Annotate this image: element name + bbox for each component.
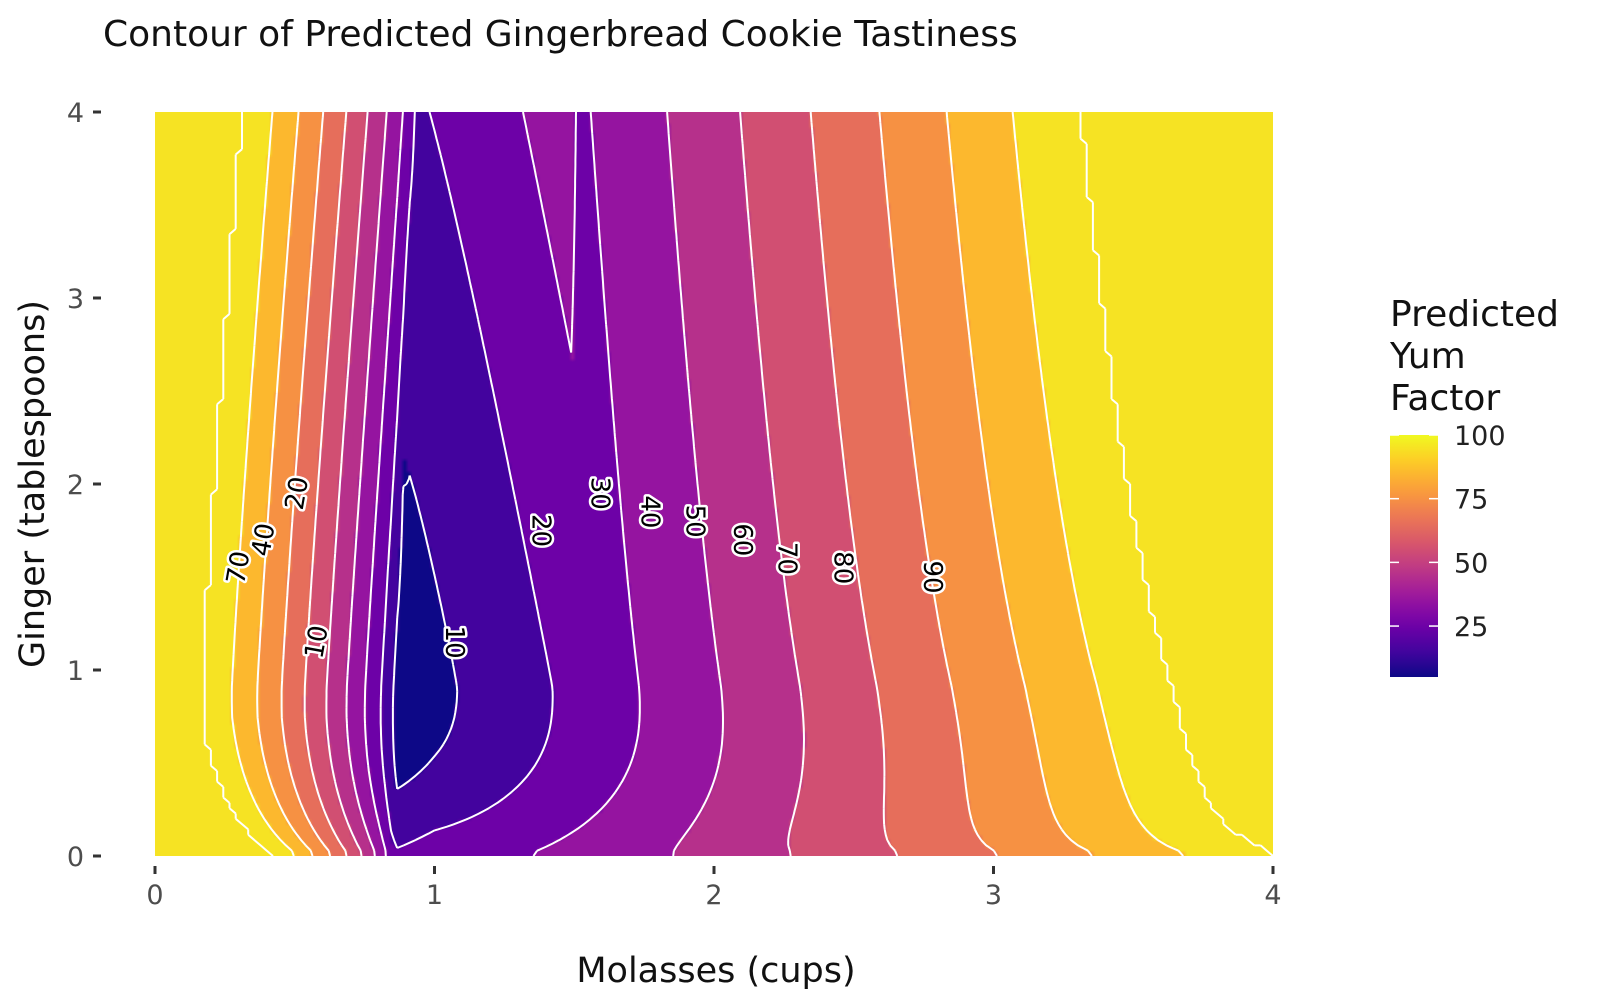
contour-label: 30 — [584, 477, 614, 510]
legend-label: 25 — [1454, 612, 1488, 643]
contour-label: 60 — [727, 523, 757, 556]
contour-line-80 — [256, 112, 1093, 856]
contour-label: 70 — [772, 542, 802, 575]
y-tick-label: 3 — [67, 284, 84, 315]
y-tick-label: 0 — [67, 842, 84, 873]
legend-colorbar — [1390, 435, 1438, 677]
x-tick-label: 4 — [1264, 880, 1281, 911]
contour-label: 10 — [439, 626, 469, 659]
contour-line-30 — [363, 112, 641, 856]
contour-label: 80 — [828, 551, 858, 584]
y-axis-title: Ginger (tablespoons) — [13, 300, 53, 668]
contour-line-10 — [391, 475, 459, 790]
contour-label: 40 — [635, 495, 665, 528]
contour-lines — [203, 112, 1273, 856]
x-tick-label: 3 — [985, 880, 1002, 911]
contour-label: 20 — [280, 474, 315, 512]
contour-label: 70 — [221, 549, 256, 587]
x-axis-title: Molasses (cups) — [576, 951, 855, 991]
y-axis: 0 1 2 3 4 — [67, 98, 101, 873]
chart-title: Contour of Predicted Gingerbread Cookie … — [103, 14, 1018, 55]
contour-fill — [155, 112, 1273, 856]
x-tick-label: 1 — [426, 880, 443, 911]
contour-line-90 — [230, 112, 1184, 856]
contour-line-100 — [203, 112, 1273, 856]
contour-label: 90 — [917, 560, 947, 593]
contour-label: 10 — [299, 623, 334, 661]
legend-title-line-2: Yum — [1389, 336, 1466, 377]
contour-label: 50 — [679, 505, 709, 538]
x-tick-label: 0 — [146, 880, 163, 911]
legend-label: 75 — [1454, 485, 1488, 516]
y-tick-label: 2 — [67, 470, 84, 501]
contour-labels: 10 10 20 20 30 40 40 50 60 70 70 80 90 — [219, 472, 950, 664]
contour-line-40 — [345, 112, 724, 856]
contour-line-70 — [280, 112, 998, 856]
x-axis: 0 1 2 3 4 — [146, 866, 1282, 911]
contour-line-20 — [379, 112, 554, 849]
contour-label: 20 — [526, 514, 556, 547]
x-tick-label: 2 — [705, 880, 722, 911]
legend-title-line-1: Predicted — [1390, 294, 1559, 335]
color-legend: Predicted Yum Factor 100 75 50 25 — [1389, 294, 1559, 677]
legend-title-line-3: Factor — [1390, 378, 1500, 419]
legend-label: 100 — [1454, 421, 1506, 452]
contour-label: 40 — [246, 521, 281, 559]
legend-label: 50 — [1454, 548, 1488, 579]
contour-line-60 — [303, 112, 899, 856]
y-tick-label: 1 — [67, 656, 84, 687]
contour-line-50 — [325, 112, 805, 856]
y-tick-label: 4 — [67, 98, 84, 129]
